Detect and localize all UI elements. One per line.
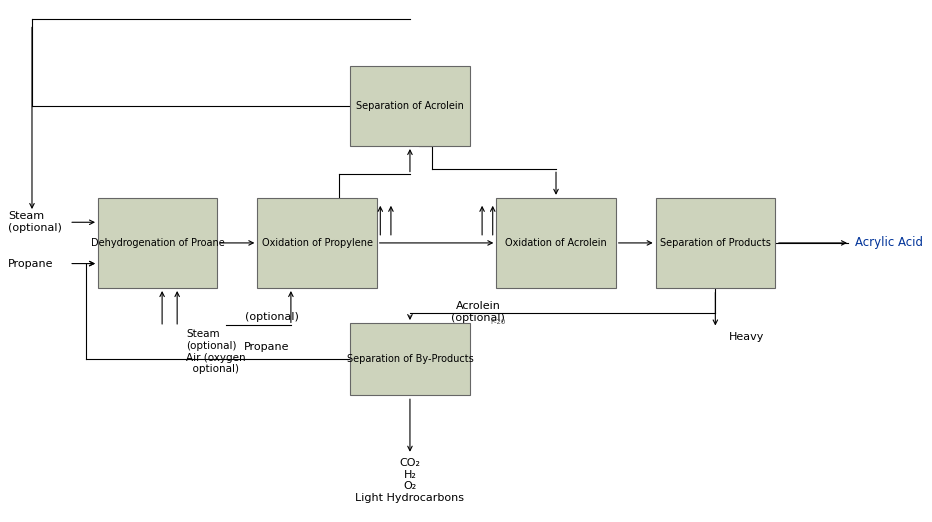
Text: Acrylic Acid: Acrylic Acid [856,236,924,250]
FancyBboxPatch shape [350,66,470,146]
Text: CO₂
H₂
O₂
Light Hydrocarbons: CO₂ H₂ O₂ Light Hydrocarbons [355,458,464,503]
Text: Dehydrogenation of Proane: Dehydrogenation of Proane [90,238,225,248]
FancyBboxPatch shape [655,198,775,288]
Text: Propane: Propane [8,258,53,269]
FancyBboxPatch shape [257,198,377,288]
Text: Oxidation of Acrolein: Oxidation of Acrolein [505,238,607,248]
Text: Steam
(optional): Steam (optional) [8,211,62,233]
Text: Oxidation of Propylene: Oxidation of Propylene [262,238,373,248]
FancyBboxPatch shape [98,198,217,288]
FancyBboxPatch shape [496,198,616,288]
Text: Separation of Products: Separation of Products [660,238,771,248]
FancyBboxPatch shape [350,323,470,395]
Text: (optional): (optional) [245,312,298,322]
Text: Acrolein
(optional): Acrolein (optional) [451,301,505,323]
Text: Propane: Propane [244,342,290,352]
Text: Separation of By-Products: Separation of By-Products [347,354,473,364]
Text: P-20: P-20 [490,319,506,325]
Text: Steam
(optional)
Air (oxygen
  optional): Steam (optional) Air (oxygen optional) [186,329,246,374]
Text: Separation of Acrolein: Separation of Acrolein [356,101,464,111]
Text: Heavy: Heavy [729,332,764,342]
